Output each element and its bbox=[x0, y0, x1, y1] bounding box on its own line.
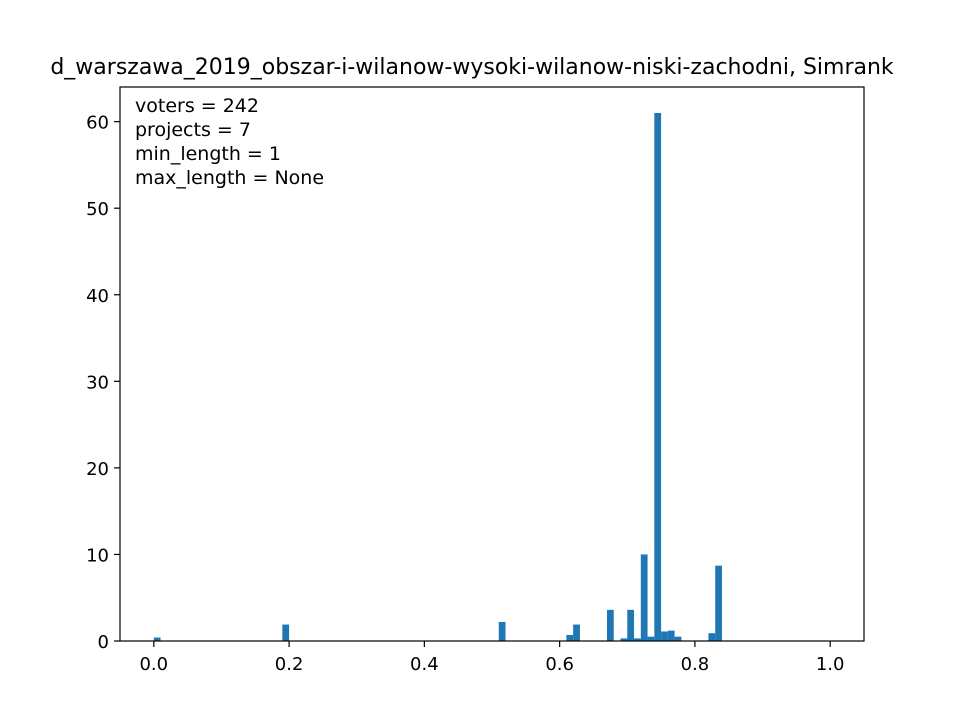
y-tick-label: 30 bbox=[86, 372, 109, 393]
x-tick-label: 0.0 bbox=[139, 654, 168, 675]
histogram-bar bbox=[715, 565, 722, 641]
histogram-bar bbox=[606, 609, 614, 641]
histogram-bar bbox=[640, 554, 648, 641]
histogram-bar bbox=[282, 624, 290, 641]
y-tick-label: 40 bbox=[86, 286, 109, 307]
histogram-bar bbox=[566, 634, 574, 641]
histogram-bar bbox=[153, 637, 161, 641]
histogram-bar bbox=[674, 636, 682, 641]
histogram-bar bbox=[620, 638, 628, 641]
histogram-bar bbox=[667, 630, 675, 641]
histogram-bar bbox=[498, 621, 506, 641]
histogram-bar bbox=[708, 633, 716, 641]
x-tick-label: 0.6 bbox=[545, 654, 574, 675]
y-tick-label: 10 bbox=[86, 545, 109, 566]
y-tick-label: 0 bbox=[98, 632, 109, 653]
chart-title: d_warszawa_2019_obszar-i-wilanow-wysoki-… bbox=[50, 55, 894, 80]
y-axis: 0 10 20 30 40 50 60 bbox=[86, 113, 120, 653]
x-axis: 0.0 0.2 0.4 0.6 0.8 1.0 bbox=[139, 641, 845, 675]
x-tick-label: 1.0 bbox=[816, 654, 845, 675]
y-tick-label: 20 bbox=[86, 459, 109, 480]
x-tick-label: 0.2 bbox=[275, 654, 304, 675]
annotation-line: min_length = 1 bbox=[135, 143, 281, 165]
annotation-line: voters = 242 bbox=[135, 95, 259, 117]
x-tick-label: 0.8 bbox=[681, 654, 710, 675]
histogram-bar bbox=[647, 636, 655, 641]
plot-area-frame bbox=[119, 86, 865, 642]
x-tick-label: 0.4 bbox=[410, 654, 439, 675]
y-tick-label: 50 bbox=[86, 199, 109, 220]
y-tick-label: 60 bbox=[86, 113, 109, 134]
histogram-bar bbox=[654, 112, 662, 641]
histogram-bar bbox=[634, 638, 641, 641]
annotation-line: max_length = None bbox=[135, 167, 324, 189]
histogram-bar bbox=[573, 624, 580, 641]
bars-group bbox=[153, 112, 722, 641]
histogram-bar bbox=[661, 631, 668, 641]
annotation-line: projects = 7 bbox=[135, 119, 251, 141]
histogram-bar bbox=[627, 609, 635, 641]
